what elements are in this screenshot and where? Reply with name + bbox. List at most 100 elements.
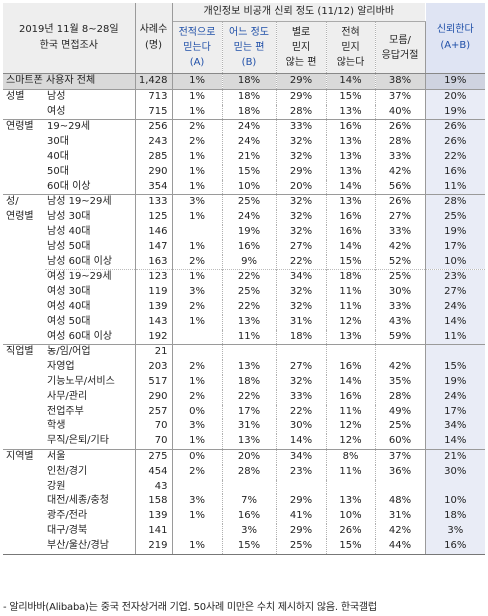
percent-cell bbox=[172, 329, 223, 345]
table-row: 대구/경북 141 3% 29% 26% 42% 3% bbox=[3, 523, 486, 539]
row-sub-label: 서울 bbox=[45, 448, 136, 465]
trust-cell: 11% bbox=[425, 179, 486, 195]
sample-size-cell: 133 bbox=[135, 194, 173, 211]
row-sub-label: 남성 19~29세 bbox=[45, 194, 136, 211]
percent-cell: 3% bbox=[172, 285, 223, 300]
row-sub-label: 여성 bbox=[45, 104, 136, 120]
sample-size-cell: 192 bbox=[135, 329, 173, 345]
row-group-label bbox=[3, 105, 45, 120]
sample-size-cell: 290 bbox=[135, 164, 173, 180]
sample-size-cell: 290 bbox=[135, 389, 173, 405]
row-group-label bbox=[3, 538, 45, 555]
percent-cell: 28% bbox=[276, 104, 327, 120]
sample-size-cell: 139 bbox=[135, 299, 173, 315]
percent-cell: 56% bbox=[375, 179, 426, 195]
sample-size-cell: 143 bbox=[135, 314, 173, 330]
row-sub-label: 대구/경북 bbox=[45, 523, 136, 539]
percent-cell: 16% bbox=[222, 509, 277, 524]
table-row: 기능노무/서비스 517 1% 18% 32% 14% 35% 19% bbox=[3, 374, 486, 390]
row-sub-label: 학생 bbox=[45, 419, 136, 435]
table-row: 50대 290 1% 15% 29% 13% 42% 16% bbox=[3, 164, 486, 180]
trust-cell: 17% bbox=[425, 404, 486, 420]
row-sub-label: 남성 30대 bbox=[45, 210, 136, 225]
sample-size-cell: 285 bbox=[135, 149, 173, 165]
sample-size-cell: 275 bbox=[135, 448, 173, 465]
percent-cell: 29% bbox=[276, 164, 327, 180]
percent-cell: 2% bbox=[172, 135, 223, 150]
row-sub-label: 남성 60대 이상 bbox=[45, 254, 136, 270]
percent-cell: 28% bbox=[375, 389, 426, 405]
row-sub-label: 남성 50대 bbox=[45, 239, 136, 255]
response-col-header-line: 모름/ bbox=[389, 34, 411, 46]
sample-size-cell: 125 bbox=[135, 210, 173, 225]
row-group-label bbox=[3, 270, 45, 285]
row-group-label bbox=[3, 465, 45, 480]
percent-cell: 13% bbox=[222, 314, 277, 330]
response-col-header-line: 전혀 bbox=[341, 27, 360, 38]
row-group-label: 직업별 bbox=[3, 344, 45, 361]
percent-cell: 15% bbox=[326, 254, 376, 270]
trust-cell: 24% bbox=[425, 389, 486, 405]
row-sub-label: 여성 50대 bbox=[45, 314, 136, 330]
percent-cell: 13% bbox=[222, 434, 277, 450]
percent-cell: 29% bbox=[276, 494, 327, 510]
row-group-label: 연령별 bbox=[6, 211, 34, 223]
percent-cell: 13% bbox=[326, 135, 376, 150]
percent-cell: 22% bbox=[276, 254, 327, 270]
row-group-label bbox=[3, 330, 45, 345]
percent-cell: 29% bbox=[276, 523, 327, 539]
percent-cell: 41% bbox=[276, 509, 327, 524]
percent-cell: 26% bbox=[375, 194, 426, 211]
row-sub-label: 40대 bbox=[45, 149, 136, 165]
percent-cell: 25% bbox=[222, 285, 277, 300]
trust-cell: 17% bbox=[425, 239, 486, 255]
survey-table: 2019년 11월 8~28일 한국 면접조사 사례수 (명) 개인정보 비공개… bbox=[3, 3, 486, 555]
percent-cell: 16% bbox=[326, 119, 376, 136]
row-sub-label: 여성 19~29세 bbox=[45, 269, 136, 286]
table-row: 여성 50대 143 1% 13% 31% 12% 43% 14% bbox=[3, 314, 486, 330]
percent-cell: 22% bbox=[222, 269, 277, 286]
percent-cell bbox=[222, 479, 277, 495]
trust-cell: 21% bbox=[425, 448, 486, 465]
percent-cell: 19% bbox=[222, 224, 277, 240]
row-sub-label: 부산/울산/경남 bbox=[45, 538, 136, 555]
percent-cell: 2% bbox=[172, 119, 223, 136]
survey-method: 한국 면접조사 bbox=[39, 40, 98, 51]
percent-cell: 34% bbox=[276, 269, 327, 286]
percent-cell: 1% bbox=[172, 239, 223, 255]
sample-size-cell: 43 bbox=[135, 479, 173, 495]
table-row: 인천/경기 454 2% 28% 23% 11% 36% 30% bbox=[3, 464, 486, 480]
row-sub-label: 19~29세 bbox=[45, 119, 136, 136]
row-group-label bbox=[3, 180, 45, 195]
percent-cell bbox=[172, 344, 223, 361]
percent-cell: 42% bbox=[375, 164, 426, 180]
row-group-label bbox=[3, 390, 45, 405]
percent-cell: 44% bbox=[375, 538, 426, 555]
response-col-header: 모름/응답거절 bbox=[375, 21, 426, 74]
row-sub-label: 대전/세종/충청 bbox=[45, 494, 136, 510]
percent-cell: 25% bbox=[375, 269, 426, 286]
percent-cell: 32% bbox=[276, 374, 327, 390]
percent-cell: 36% bbox=[375, 464, 426, 480]
sample-size-cell: 517 bbox=[135, 374, 173, 390]
trust-cell: 23% bbox=[425, 269, 486, 286]
trust-cell: 14% bbox=[425, 434, 486, 450]
percent-cell: 12% bbox=[326, 419, 376, 435]
percent-cell: 11% bbox=[326, 285, 376, 300]
table-row: 학생 70 3% 31% 30% 12% 25% 34% bbox=[3, 419, 486, 435]
sample-size-cell: 158 bbox=[135, 494, 173, 510]
percent-cell bbox=[375, 344, 426, 361]
percent-cell: 48% bbox=[375, 494, 426, 510]
percent-cell: 52% bbox=[375, 254, 426, 270]
table-row: 여성 30대 119 3% 25% 32% 11% 30% 27% bbox=[3, 285, 486, 300]
percent-cell: 3% bbox=[172, 494, 223, 510]
row-group-label: 성별 bbox=[3, 88, 45, 105]
table-row: 사무/관리 290 2% 22% 33% 16% 28% 24% bbox=[3, 389, 486, 405]
percent-cell: 32% bbox=[276, 224, 327, 240]
percent-cell bbox=[276, 479, 327, 495]
percent-cell: 18% bbox=[222, 73, 277, 90]
row-sub-label: 농/임/어업 bbox=[45, 344, 136, 361]
footnote: - 알리바바(Alibaba)는 중국 전자상거래 기업. 50사례 미만은 수… bbox=[3, 602, 377, 613]
percent-cell bbox=[172, 479, 223, 495]
row-group-label bbox=[3, 480, 45, 495]
